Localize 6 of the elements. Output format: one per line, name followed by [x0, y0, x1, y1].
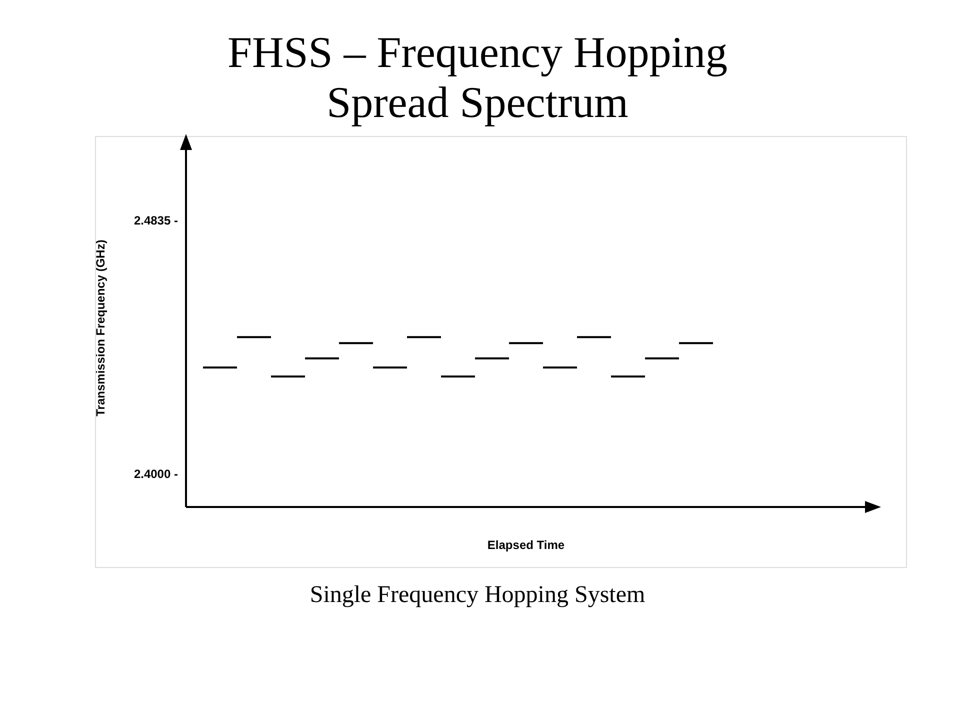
chart-title: FHSS – Frequency Hopping Spread Spectrum: [226, 28, 728, 128]
y-tick-label: 2.4835 -: [134, 214, 178, 228]
y-tick-label: 2.4000 -: [134, 466, 178, 481]
x-axis-title: Elapsed Time: [487, 538, 565, 552]
text: Single Frequency Hopping System: [308, 582, 646, 609]
y-axis-title: Transmission Frequency (GHz): [93, 240, 108, 416]
